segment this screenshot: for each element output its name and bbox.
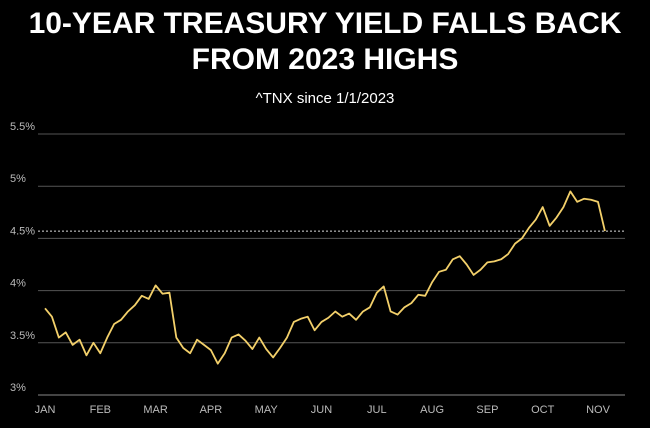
x-tick-label: APR <box>200 404 223 416</box>
y-tick-label: 5% <box>10 173 26 185</box>
x-tick-label: FEB <box>90 404 111 416</box>
x-tick-label: MAY <box>255 404 279 416</box>
y-tick-label: 3.5% <box>10 330 35 342</box>
x-tick-label: MAR <box>143 404 168 416</box>
x-tick-label: AUG <box>420 404 444 416</box>
x-tick-label: JUL <box>367 404 387 416</box>
x-tick-label: SEP <box>476 404 498 416</box>
x-tick-label: JUN <box>311 404 332 416</box>
title-line: 10-YEAR TREASURY YIELD FALLS BACK <box>29 7 622 40</box>
x-tick-label: NOV <box>586 404 611 416</box>
x-tick-label: JAN <box>35 404 56 416</box>
data-line <box>44 190 606 365</box>
y-tick-label: 4.5% <box>10 225 35 237</box>
x-tick-label: OCT <box>531 404 555 416</box>
y-tick-label: 4% <box>10 278 26 290</box>
y-tick-label: 5.5% <box>10 121 35 133</box>
chart-title: 10-YEAR TREASURY YIELD FALLS BACK FROM 20… <box>29 7 622 76</box>
title-line: FROM 2023 HIGHS <box>192 43 459 76</box>
y-tick-label: 3% <box>10 382 26 394</box>
chart-subtitle: ^TNX since 1/1/2023 <box>256 90 395 107</box>
